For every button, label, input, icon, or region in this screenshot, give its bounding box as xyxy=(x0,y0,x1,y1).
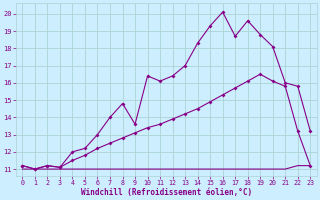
X-axis label: Windchill (Refroidissement éolien,°C): Windchill (Refroidissement éolien,°C) xyxy=(81,188,252,197)
